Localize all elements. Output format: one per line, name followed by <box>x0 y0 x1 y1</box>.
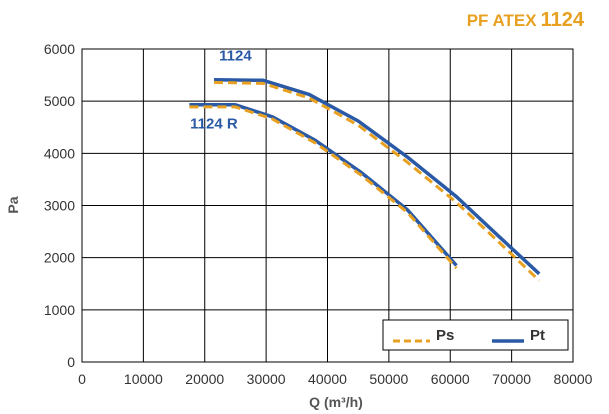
curve-label-1124-r: 1124 R <box>190 115 238 132</box>
y-tick-label: 4000 <box>44 145 75 161</box>
chart-brand-title: PF ATEX 1124 <box>467 9 585 31</box>
series-ps-1124 <box>213 80 541 282</box>
plot-frame <box>81 48 574 363</box>
legend-pt-label: Pt <box>530 327 545 344</box>
x-tick-label: 30000 <box>247 371 286 387</box>
series-ps-1124-r <box>189 105 458 270</box>
y-axis-title: Pa <box>5 196 21 213</box>
series-pt-1124-r <box>189 103 458 267</box>
axes <box>81 48 574 363</box>
curve-label-1124: 1124 <box>219 47 252 64</box>
legend-box <box>382 319 569 351</box>
x-tick-label: 50000 <box>369 371 408 387</box>
x-tick-label: 70000 <box>492 371 531 387</box>
x-tick-labels: 0 10000 20000 30000 40000 50000 60000 70000 8000… <box>78 371 593 387</box>
y-tick-label: 2000 <box>44 250 75 266</box>
x-tick-label: 0 <box>78 371 86 387</box>
x-tick-label: 60000 <box>431 371 470 387</box>
y-tick-label: 6000 <box>44 41 75 57</box>
x-tick-label: 80000 <box>554 371 593 387</box>
grid-lines <box>81 48 574 363</box>
legend: Ps Pt <box>382 319 569 351</box>
brand-title-model: 1124 <box>541 9 585 31</box>
brand-title-prefix: PF ATEX <box>467 11 538 30</box>
curve-labels: 1124 1124 R <box>190 47 252 132</box>
series-lines <box>189 78 541 282</box>
y-tick-label: 5000 <box>44 93 75 109</box>
x-axis-title: Q (m³/h) <box>309 394 363 410</box>
y-tick-label: 0 <box>67 354 75 370</box>
y-tick-label: 1000 <box>44 302 75 318</box>
y-tick-label: 3000 <box>44 198 75 214</box>
x-tick-label: 10000 <box>124 371 163 387</box>
x-tick-label: 20000 <box>185 371 224 387</box>
series-pt-1124 <box>213 78 541 276</box>
y-tick-labels: 0 1000 2000 3000 4000 5000 6000 <box>44 41 75 370</box>
x-tick-label: 40000 <box>308 371 347 387</box>
legend-ps-label: Ps <box>436 327 454 344</box>
